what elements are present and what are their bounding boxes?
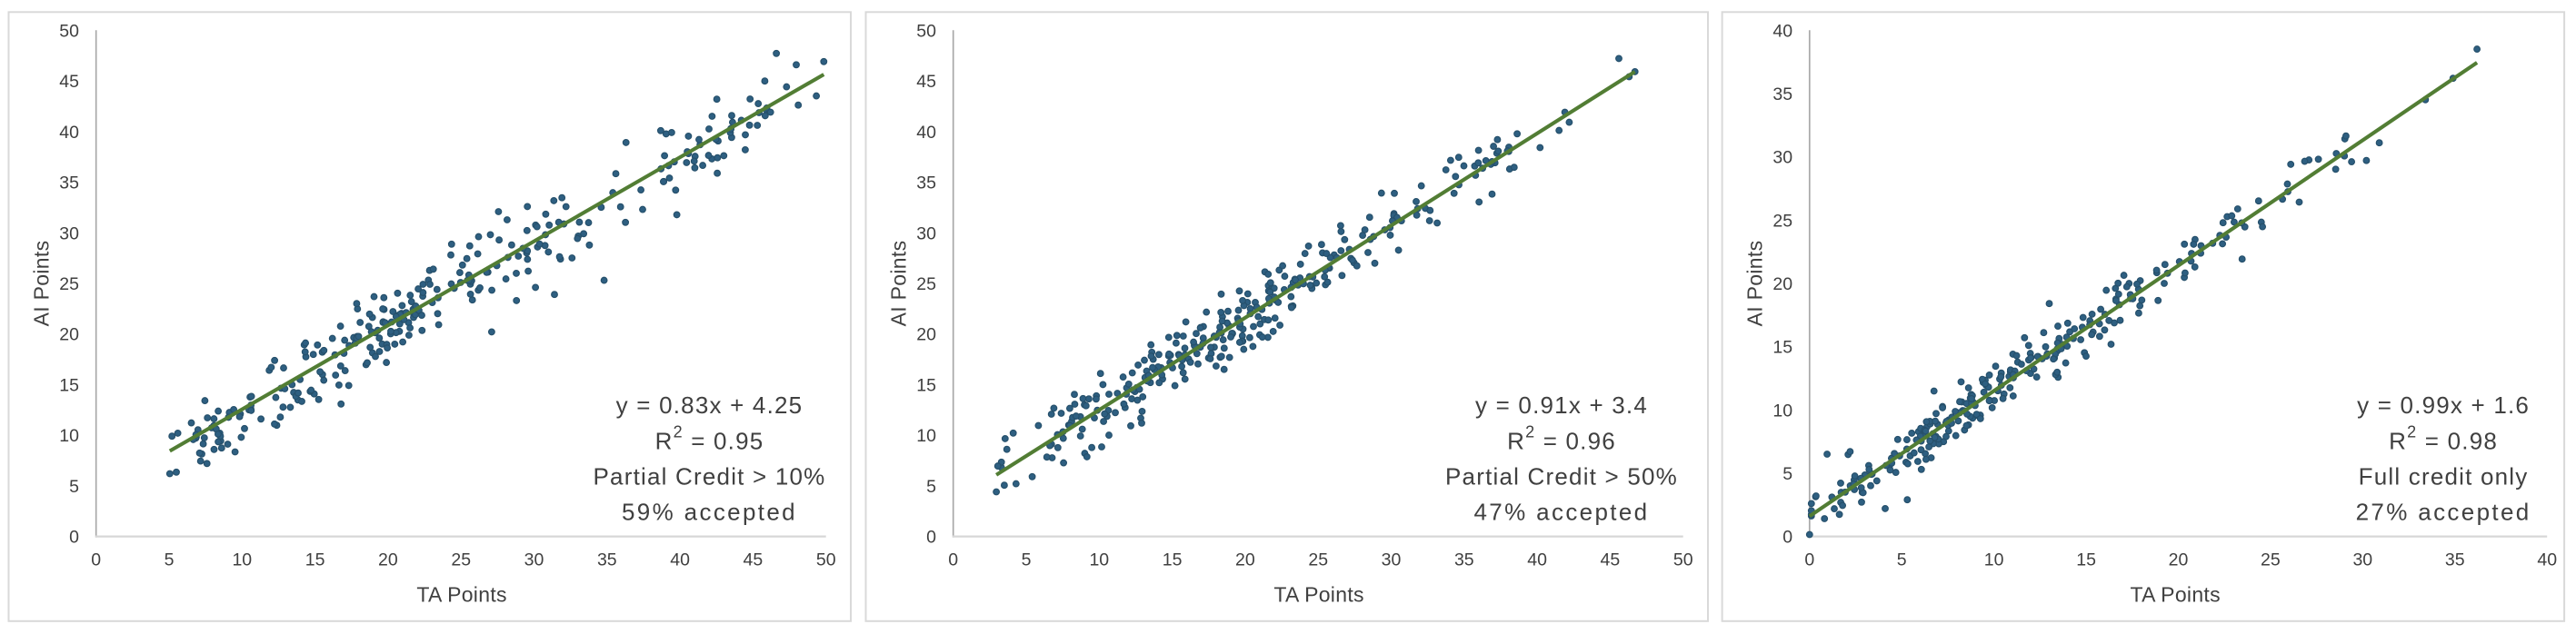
svg-text:30: 30 (59, 223, 79, 243)
svg-text:30: 30 (2352, 550, 2372, 570)
svg-text:35: 35 (1772, 84, 1792, 104)
svg-text:0: 0 (1782, 528, 1792, 548)
svg-text:AI Points: AI Points (1743, 241, 1767, 327)
svg-text:5: 5 (165, 550, 175, 570)
svg-text:y = 0.83x + 4.25: y = 0.83x + 4.25 (616, 391, 804, 419)
svg-text:20: 20 (916, 325, 936, 345)
svg-text:AI Points: AI Points (30, 241, 54, 327)
svg-text:10: 10 (1089, 550, 1109, 570)
svg-text:R2 = 0.96: R2 = 0.96 (1507, 422, 1616, 454)
svg-text:40: 40 (59, 123, 79, 143)
svg-text:Partial Credit > 10%: Partial Credit > 10% (594, 462, 826, 490)
svg-text:y = 0.91x + 3.4: y = 0.91x + 3.4 (1475, 391, 1648, 419)
svg-text:25: 25 (451, 550, 471, 570)
svg-text:45: 45 (916, 72, 936, 92)
svg-text:15: 15 (305, 550, 325, 570)
svg-text:27% accepted: 27% accepted (2356, 499, 2531, 526)
svg-text:10: 10 (916, 426, 936, 446)
svg-text:50: 50 (816, 550, 836, 570)
svg-text:5: 5 (1897, 550, 1907, 570)
svg-text:R2 = 0.98: R2 = 0.98 (2389, 422, 2498, 454)
svg-text:15: 15 (59, 376, 79, 396)
svg-text:45: 45 (1601, 550, 1621, 570)
svg-text:20: 20 (1772, 274, 1792, 294)
svg-text:0: 0 (1804, 550, 1814, 570)
svg-text:30: 30 (1382, 550, 1402, 570)
svg-text:25: 25 (1308, 550, 1328, 570)
svg-text:40: 40 (1527, 550, 1547, 570)
svg-text:20: 20 (1235, 550, 1255, 570)
svg-text:40: 40 (916, 123, 936, 143)
svg-text:AI Points: AI Points (887, 241, 911, 327)
svg-text:Partial Credit > 50%: Partial Credit > 50% (1445, 462, 1678, 490)
svg-text:20: 20 (2169, 550, 2189, 570)
svg-text:TA Points: TA Points (1273, 583, 1363, 607)
svg-text:0: 0 (69, 528, 79, 548)
svg-text:25: 25 (1772, 211, 1792, 231)
svg-text:50: 50 (916, 21, 936, 41)
svg-text:30: 30 (1772, 148, 1792, 168)
svg-text:R2 = 0.95: R2 = 0.95 (655, 422, 764, 454)
svg-text:10: 10 (59, 426, 79, 446)
svg-text:5: 5 (69, 477, 79, 497)
svg-text:35: 35 (1454, 550, 1474, 570)
svg-text:45: 45 (59, 72, 79, 92)
svg-text:0: 0 (926, 528, 936, 548)
svg-text:35: 35 (597, 550, 617, 570)
svg-text:15: 15 (1772, 338, 1792, 358)
svg-text:40: 40 (670, 550, 690, 570)
svg-text:0: 0 (948, 550, 958, 570)
svg-text:30: 30 (524, 550, 544, 570)
svg-text:25: 25 (59, 274, 79, 294)
svg-text:45: 45 (744, 550, 764, 570)
svg-text:50: 50 (1673, 550, 1693, 570)
svg-text:5: 5 (926, 477, 936, 497)
svg-text:35: 35 (59, 173, 79, 193)
svg-text:5: 5 (1022, 550, 1032, 570)
svg-text:35: 35 (916, 173, 936, 193)
svg-text:10: 10 (1772, 401, 1792, 421)
svg-text:15: 15 (916, 376, 936, 396)
svg-text:10: 10 (1984, 550, 2004, 570)
svg-text:47% accepted: 47% accepted (1474, 499, 1650, 526)
svg-text:5: 5 (1782, 464, 1792, 484)
svg-text:0: 0 (91, 550, 101, 570)
svg-text:20: 20 (378, 550, 398, 570)
svg-text:15: 15 (1163, 550, 1183, 570)
svg-text:y = 0.99x + 1.6: y = 0.99x + 1.6 (2357, 391, 2530, 419)
svg-text:Full credit only: Full credit only (2359, 462, 2529, 490)
svg-text:TA Points: TA Points (2130, 583, 2220, 607)
svg-text:40: 40 (2537, 550, 2557, 570)
svg-text:35: 35 (2445, 550, 2465, 570)
svg-text:15: 15 (2076, 550, 2096, 570)
svg-text:59% accepted: 59% accepted (622, 499, 797, 526)
svg-text:20: 20 (59, 325, 79, 345)
svg-text:TA Points: TA Points (416, 583, 506, 607)
svg-text:50: 50 (59, 21, 79, 41)
svg-text:25: 25 (2261, 550, 2281, 570)
svg-text:40: 40 (1772, 21, 1792, 41)
svg-text:30: 30 (916, 223, 936, 243)
svg-text:10: 10 (232, 550, 252, 570)
svg-text:25: 25 (916, 274, 936, 294)
